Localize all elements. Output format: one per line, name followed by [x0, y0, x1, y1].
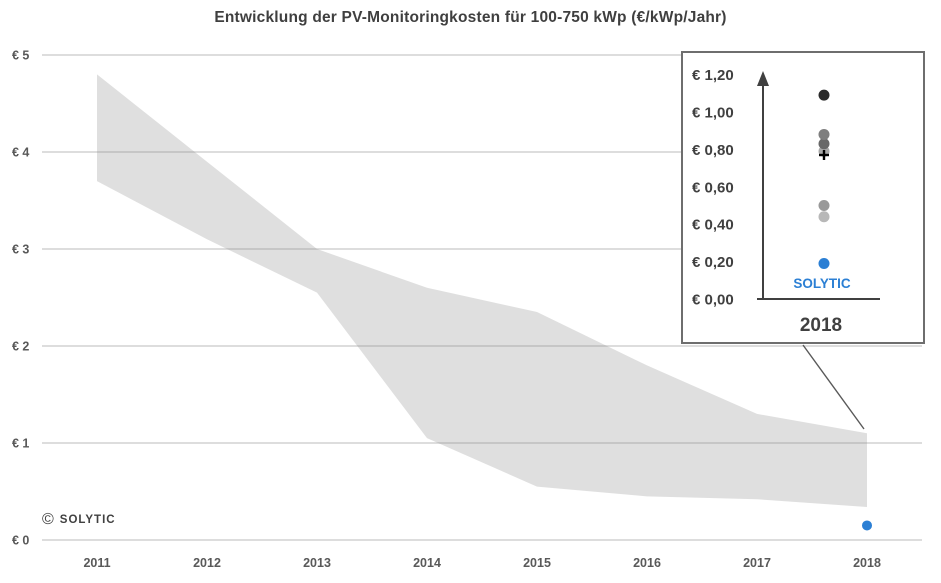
- inset-competitor-point: [818, 200, 830, 211]
- inset-box: [681, 51, 925, 344]
- x-tick-label: 2018: [853, 556, 881, 570]
- inset-y-axis-arrow-icon: [757, 71, 769, 86]
- x-tick-label: 2013: [303, 556, 331, 570]
- chart-title: Entwicklung der PV-Monitoringkosten für …: [214, 9, 727, 26]
- copyright-icon: ©: [42, 511, 54, 528]
- inset-y-tick-label: € 0,80: [692, 142, 734, 159]
- x-tick-label: 2014: [413, 556, 441, 570]
- inset-y-tick-label: € 0,40: [692, 217, 734, 234]
- inset-solytic-point: [818, 257, 830, 269]
- inset-x-label: 2018: [800, 315, 842, 336]
- watermark: © SOLYTIC: [42, 512, 116, 528]
- inset-competitor-point: [818, 128, 830, 140]
- y-tick-label: € 4: [12, 146, 29, 160]
- x-tick-label: 2017: [743, 556, 771, 570]
- x-tick-label: 2011: [83, 556, 110, 570]
- inset-y-tick-label: € 1,00: [692, 105, 734, 122]
- inset-y-tick-label: € 0,20: [692, 254, 734, 271]
- y-tick-label: € 5: [12, 49, 29, 63]
- y-tick-label: € 3: [12, 243, 29, 257]
- inset-y-tick-label: € 0,00: [692, 292, 734, 309]
- inset-competitor-point: [818, 211, 830, 223]
- y-tick-label: € 1: [12, 437, 29, 451]
- x-tick-label: 2012: [193, 556, 221, 570]
- inset-competitor-point: [818, 138, 830, 150]
- inset-y-tick-label: € 0,60: [692, 179, 734, 196]
- inset-y-tick-label: € 1,20: [692, 67, 734, 84]
- watermark-label: SOLYTIC: [59, 514, 116, 526]
- solytic-point-main: [862, 520, 872, 531]
- y-tick-label: € 2: [12, 340, 29, 354]
- y-tick-label: € 0: [12, 534, 29, 548]
- inset-leader-line: [802, 344, 865, 430]
- x-tick-label: 2015: [523, 556, 551, 570]
- inset-competitor-point: [818, 89, 830, 101]
- inset-solytic-label: SOLYTIC: [793, 276, 851, 291]
- x-tick-label: 2016: [633, 556, 661, 570]
- cost-band-area: [97, 74, 867, 508]
